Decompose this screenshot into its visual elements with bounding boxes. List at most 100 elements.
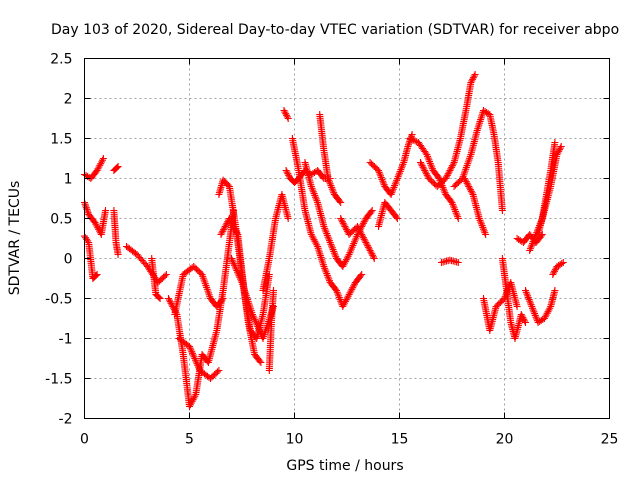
data-point bbox=[395, 171, 403, 179]
data-point bbox=[462, 178, 470, 186]
data-point bbox=[377, 172, 385, 180]
data-point bbox=[165, 295, 172, 302]
data-point bbox=[377, 174, 385, 182]
data-point bbox=[256, 357, 264, 365]
data-point bbox=[376, 170, 384, 178]
data-point bbox=[418, 162, 426, 170]
data-point bbox=[339, 219, 347, 227]
data-point bbox=[396, 167, 404, 175]
data-point bbox=[440, 185, 448, 193]
data-point bbox=[251, 316, 259, 324]
data-point bbox=[523, 290, 531, 298]
data-point bbox=[448, 199, 456, 206]
data-point bbox=[234, 270, 242, 278]
data-point bbox=[354, 224, 362, 232]
data-point bbox=[446, 167, 454, 174]
data-point bbox=[228, 256, 236, 264]
data-point bbox=[323, 271, 331, 279]
data-point bbox=[328, 183, 336, 191]
data-point bbox=[333, 287, 340, 294]
data-point bbox=[326, 180, 334, 188]
data-point bbox=[335, 294, 343, 302]
data-point bbox=[334, 290, 342, 298]
data-point bbox=[357, 229, 365, 237]
data-point bbox=[166, 298, 174, 306]
data-point bbox=[475, 121, 483, 129]
data-point bbox=[192, 356, 199, 364]
data-point bbox=[320, 223, 328, 230]
data-point bbox=[326, 239, 334, 246]
data-point bbox=[229, 221, 237, 229]
data-point bbox=[409, 136, 417, 144]
data-point bbox=[426, 158, 434, 166]
data-point bbox=[228, 255, 235, 262]
data-point bbox=[317, 253, 325, 261]
data-point bbox=[283, 168, 291, 176]
data-point bbox=[230, 223, 238, 230]
data-point bbox=[341, 223, 349, 230]
data-point bbox=[468, 77, 476, 85]
data-point bbox=[318, 255, 326, 263]
data-point bbox=[325, 176, 333, 184]
data-point bbox=[282, 110, 290, 118]
data-point bbox=[396, 169, 403, 177]
data-point bbox=[368, 207, 376, 214]
data-point bbox=[470, 72, 478, 80]
data-point bbox=[463, 179, 471, 187]
data-point bbox=[527, 243, 535, 251]
x-tick-label: 5 bbox=[185, 432, 194, 448]
data-point bbox=[480, 227, 488, 235]
data-point bbox=[281, 108, 289, 116]
data-point bbox=[188, 348, 196, 356]
data-point bbox=[366, 247, 374, 254]
data-point bbox=[354, 223, 361, 230]
data-point bbox=[322, 228, 330, 236]
data-point bbox=[529, 304, 536, 312]
data-point bbox=[417, 160, 425, 168]
data-point bbox=[531, 310, 539, 318]
data-point bbox=[421, 167, 429, 174]
data-point bbox=[194, 361, 202, 369]
data-point bbox=[270, 287, 277, 294]
data-point bbox=[325, 235, 333, 243]
data-point bbox=[427, 161, 435, 169]
data-point bbox=[327, 182, 335, 190]
data-point bbox=[249, 312, 257, 320]
data-point bbox=[82, 202, 90, 210]
data-point bbox=[423, 151, 431, 158]
data-point bbox=[315, 248, 323, 256]
data-point bbox=[312, 195, 320, 203]
data-point bbox=[394, 173, 402, 181]
data-point bbox=[393, 215, 401, 222]
data-point bbox=[255, 326, 263, 334]
data-point bbox=[256, 328, 264, 336]
data-point bbox=[231, 263, 239, 271]
data-point bbox=[379, 179, 387, 187]
chart-title: Day 103 of 2020, Sidereal Day-to-day VTE… bbox=[51, 22, 619, 38]
data-point bbox=[230, 224, 238, 232]
data-point bbox=[530, 236, 538, 244]
data-point bbox=[531, 311, 539, 319]
data-point bbox=[555, 147, 563, 155]
data-point bbox=[419, 163, 427, 171]
data-point bbox=[452, 207, 459, 215]
data-point bbox=[481, 229, 489, 237]
data-point bbox=[195, 363, 202, 371]
data-point bbox=[522, 288, 530, 296]
data-point bbox=[217, 231, 225, 238]
data-point bbox=[525, 295, 533, 303]
data-point bbox=[191, 355, 199, 362]
data-point bbox=[280, 107, 288, 114]
data-point bbox=[526, 247, 534, 254]
data-point bbox=[284, 115, 292, 122]
data-point bbox=[114, 251, 122, 258]
y-tick-label: -2 bbox=[59, 412, 73, 428]
data-point bbox=[335, 292, 343, 300]
data-point bbox=[232, 265, 240, 273]
data-point bbox=[466, 186, 474, 194]
data-point bbox=[367, 208, 375, 216]
data-point bbox=[219, 227, 227, 235]
data-point bbox=[559, 259, 567, 266]
data-point bbox=[473, 127, 481, 134]
